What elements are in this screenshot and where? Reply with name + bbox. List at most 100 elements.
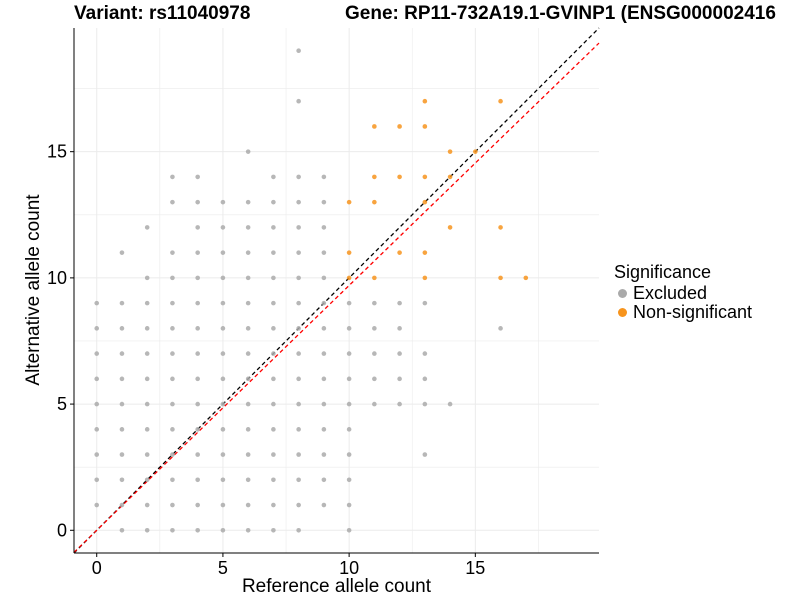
point-excluded (372, 376, 377, 382)
point-excluded (170, 477, 175, 483)
point-excluded (372, 351, 377, 356)
point-excluded (271, 199, 276, 205)
point-excluded (245, 149, 251, 154)
point-excluded (220, 527, 226, 533)
point-excluded (372, 401, 377, 407)
point-non-significant (498, 275, 503, 281)
chart-title-gene: Gene: RP11-732A19.1-GVINP1 (ENSG00000241… (345, 3, 776, 24)
point-excluded (346, 477, 352, 483)
point-excluded (195, 452, 200, 457)
point-excluded (296, 452, 301, 457)
point-excluded (119, 452, 125, 457)
point-excluded (397, 376, 402, 382)
point-excluded (195, 300, 200, 306)
point-excluded (422, 401, 428, 407)
legend-key-non-significant (618, 308, 627, 317)
point-excluded (296, 401, 301, 407)
point-excluded (321, 326, 327, 331)
point-excluded (170, 427, 175, 432)
point-excluded (296, 326, 301, 331)
point-non-significant (372, 124, 377, 129)
point-excluded (94, 502, 100, 508)
point-excluded (271, 502, 276, 508)
point-excluded (94, 401, 100, 407)
point-non-significant (346, 275, 352, 281)
point-excluded (321, 427, 327, 432)
axes: 0 5 10 15 0 5 10 15 (47, 28, 599, 578)
point-excluded (144, 351, 150, 356)
point-excluded (346, 401, 352, 407)
point-excluded (321, 225, 327, 230)
point-excluded (170, 250, 175, 255)
point-excluded (271, 376, 276, 382)
point-excluded (170, 199, 175, 205)
point-excluded (321, 376, 327, 382)
point-excluded (220, 477, 226, 483)
point-excluded (271, 275, 276, 281)
point-non-significant (447, 174, 453, 180)
point-excluded (346, 452, 352, 457)
point-non-significant (498, 225, 503, 230)
point-excluded (296, 477, 301, 483)
point-excluded (271, 225, 276, 230)
point-excluded (220, 401, 226, 407)
point-excluded (144, 502, 150, 508)
point-non-significant (498, 98, 503, 104)
point-non-significant (422, 199, 428, 205)
point-excluded (296, 275, 301, 281)
point-excluded (346, 351, 352, 356)
point-excluded (144, 452, 150, 457)
point-excluded (119, 427, 125, 432)
point-non-significant (346, 199, 352, 205)
point-excluded (498, 326, 503, 331)
point-excluded (170, 376, 175, 382)
point-excluded (195, 401, 200, 407)
x-tick-label: 0 (92, 558, 102, 578)
point-non-significant (397, 250, 402, 255)
point-excluded (422, 376, 428, 382)
point-excluded (195, 376, 200, 382)
reference-line-identity (73, 27, 600, 554)
point-excluded (346, 326, 352, 331)
point-excluded (245, 326, 251, 331)
point-excluded (296, 502, 301, 508)
point-excluded (94, 427, 100, 432)
point-excluded (245, 427, 251, 432)
point-excluded (119, 351, 125, 356)
legend-label-non-significant: Non-significant (633, 302, 753, 322)
point-excluded (195, 427, 200, 432)
point-excluded (245, 275, 251, 281)
point-excluded (321, 250, 327, 255)
point-excluded (321, 275, 327, 281)
point-excluded (372, 326, 377, 331)
point-excluded (245, 527, 251, 533)
point-excluded (144, 376, 150, 382)
point-excluded (195, 502, 200, 508)
point-excluded (245, 401, 251, 407)
y-tick-label: 5 (57, 394, 67, 414)
point-excluded (220, 275, 226, 281)
point-excluded (144, 427, 150, 432)
point-excluded (220, 376, 226, 382)
point-excluded (195, 351, 200, 356)
point-excluded (245, 199, 251, 205)
point-excluded (271, 427, 276, 432)
reference-lines (73, 27, 600, 554)
reference-line-fit (73, 42, 600, 553)
point-non-significant (372, 174, 377, 180)
point-excluded (321, 300, 327, 306)
point-excluded (220, 199, 226, 205)
point-excluded (296, 376, 301, 382)
point-excluded (422, 300, 428, 306)
grid (74, 28, 599, 553)
point-non-significant (422, 174, 428, 180)
point-excluded (94, 477, 100, 483)
point-excluded (245, 376, 251, 382)
point-excluded (321, 401, 327, 407)
point-excluded (271, 527, 276, 533)
point-excluded (144, 275, 150, 281)
point-excluded (220, 502, 226, 508)
point-excluded (220, 326, 226, 331)
point-non-significant (447, 149, 453, 154)
